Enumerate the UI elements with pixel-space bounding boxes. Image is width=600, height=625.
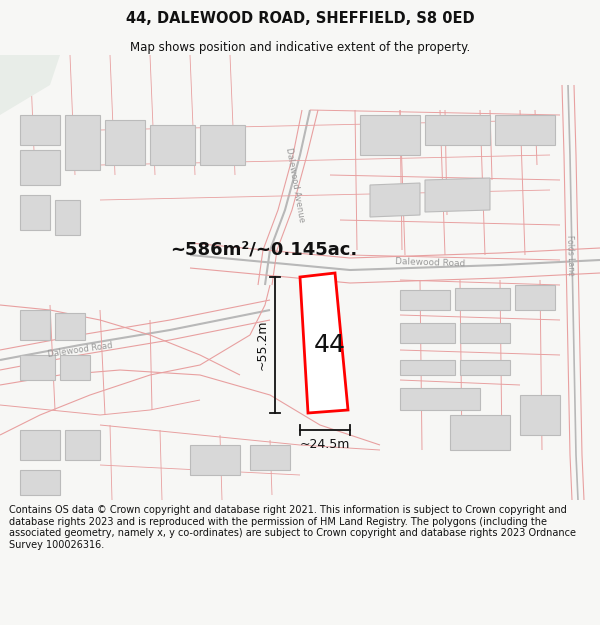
Text: 44: 44 bbox=[314, 333, 346, 357]
Polygon shape bbox=[0, 55, 60, 115]
Polygon shape bbox=[20, 150, 60, 185]
Text: Dalewood Road: Dalewood Road bbox=[395, 258, 465, 269]
Polygon shape bbox=[360, 115, 420, 155]
Polygon shape bbox=[450, 415, 510, 450]
Text: 44, DALEWOOD ROAD, SHEFFIELD, S8 0ED: 44, DALEWOOD ROAD, SHEFFIELD, S8 0ED bbox=[125, 11, 475, 26]
Text: ~55.2m: ~55.2m bbox=[256, 320, 269, 370]
Polygon shape bbox=[460, 360, 510, 375]
Polygon shape bbox=[20, 355, 55, 380]
Text: Dalewood Road: Dalewood Road bbox=[47, 341, 113, 359]
Polygon shape bbox=[400, 388, 480, 410]
Polygon shape bbox=[55, 200, 80, 235]
Polygon shape bbox=[400, 323, 455, 343]
Polygon shape bbox=[425, 115, 490, 145]
Polygon shape bbox=[200, 125, 245, 165]
Polygon shape bbox=[400, 360, 455, 375]
Text: ~24.5m: ~24.5m bbox=[300, 438, 350, 451]
Text: ~586m²/~0.145ac.: ~586m²/~0.145ac. bbox=[170, 241, 357, 259]
Text: Contains OS data © Crown copyright and database right 2021. This information is : Contains OS data © Crown copyright and d… bbox=[9, 505, 576, 550]
Polygon shape bbox=[425, 178, 490, 212]
Polygon shape bbox=[60, 355, 90, 380]
Polygon shape bbox=[370, 183, 420, 217]
Polygon shape bbox=[65, 115, 100, 170]
Text: Folds Lane: Folds Lane bbox=[565, 234, 575, 276]
Polygon shape bbox=[190, 445, 240, 475]
Polygon shape bbox=[455, 288, 510, 310]
Text: Map shows position and indicative extent of the property.: Map shows position and indicative extent… bbox=[130, 41, 470, 54]
Polygon shape bbox=[520, 395, 560, 435]
Polygon shape bbox=[55, 313, 85, 340]
Polygon shape bbox=[515, 285, 555, 310]
Polygon shape bbox=[105, 120, 145, 165]
Polygon shape bbox=[20, 430, 60, 460]
Polygon shape bbox=[250, 445, 290, 470]
Polygon shape bbox=[400, 290, 450, 310]
Polygon shape bbox=[20, 470, 60, 495]
Polygon shape bbox=[460, 323, 510, 343]
Polygon shape bbox=[20, 115, 60, 145]
Polygon shape bbox=[20, 310, 50, 340]
Text: Dalewood Avenue: Dalewood Avenue bbox=[284, 147, 306, 223]
Polygon shape bbox=[495, 115, 555, 145]
Polygon shape bbox=[150, 125, 195, 165]
Polygon shape bbox=[65, 430, 100, 460]
Polygon shape bbox=[20, 195, 50, 230]
Polygon shape bbox=[300, 273, 348, 413]
